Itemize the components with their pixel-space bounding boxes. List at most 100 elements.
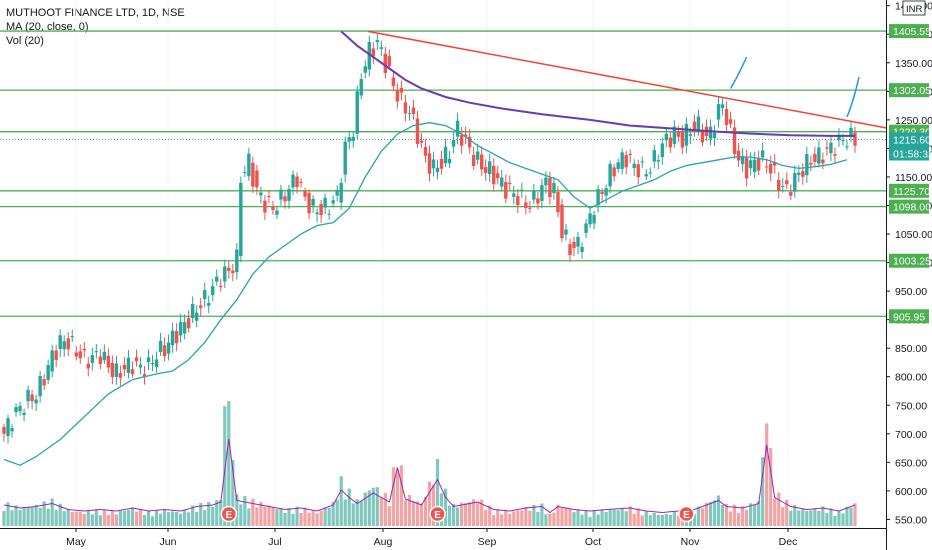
candle[interactable] [744,157,749,179]
candle[interactable] [102,351,107,361]
candle[interactable] [636,164,640,178]
candle[interactable] [319,203,323,216]
candle[interactable] [271,205,275,211]
candle[interactable] [367,41,371,70]
currency-badge[interactable] [902,0,926,16]
candle[interactable] [492,165,496,185]
candle[interactable] [395,90,400,102]
candle[interactable] [552,182,556,194]
candle[interactable] [58,335,62,349]
candle[interactable] [231,270,235,274]
candle[interactable] [251,162,255,187]
candle[interactable] [797,172,801,175]
candle[interactable] [186,318,191,329]
candle[interactable] [399,87,404,93]
candle[interactable] [488,161,492,175]
candle[interactable] [620,152,624,169]
candle[interactable] [70,336,74,338]
candle[interactable] [596,189,600,206]
candle[interactable] [327,213,331,215]
candle[interactable] [817,147,821,164]
candle[interactable] [299,181,303,183]
candle[interactable] [785,180,789,185]
candle[interactable] [516,195,520,206]
candle[interactable] [829,142,833,154]
candle[interactable] [660,143,665,157]
candle[interactable] [455,120,460,137]
candle[interactable] [793,173,797,192]
candle[interactable] [496,173,500,179]
candle[interactable] [809,162,813,165]
candle[interactable] [138,364,143,368]
candle[interactable] [524,202,528,208]
candle[interactable] [777,179,781,191]
candle[interactable] [439,158,444,169]
candle[interactable] [198,305,203,308]
candle[interactable] [114,363,119,377]
candle[interactable] [122,364,127,370]
candle[interactable] [592,215,596,224]
candle[interactable] [716,104,721,120]
candle[interactable] [62,341,66,350]
candle[interactable] [287,189,291,201]
candle[interactable] [443,146,448,164]
candle[interactable] [311,198,315,206]
candle[interactable] [612,167,616,177]
candle[interactable] [708,126,713,139]
candle[interactable] [628,153,632,155]
candle[interactable] [644,174,648,177]
candle[interactable] [740,155,745,165]
candle[interactable] [178,321,183,336]
time-axis[interactable] [0,528,886,550]
candle[interactable] [158,340,163,353]
candle[interactable] [126,357,131,373]
candle[interactable] [544,177,548,186]
candle[interactable] [82,348,86,351]
candle[interactable] [736,150,741,161]
candle[interactable] [479,154,484,170]
candle[interactable] [475,151,480,160]
candle[interactable] [833,154,837,156]
candle[interactable] [676,131,681,137]
candle[interactable] [94,351,99,353]
earnings-marker[interactable]: E [678,505,695,523]
candle[interactable] [845,146,849,148]
candle[interactable] [74,352,78,357]
candle[interactable] [532,190,536,200]
candle[interactable] [700,130,705,143]
candle[interactable] [207,302,211,306]
candle[interactable] [748,160,753,169]
candle[interactable] [38,375,42,397]
candle[interactable] [656,160,661,162]
candle[interactable] [34,399,38,404]
candle[interactable] [672,126,677,144]
earnings-marker[interactable]: E [220,505,238,523]
candle[interactable] [680,131,685,148]
candle[interactable] [379,47,384,49]
candle[interactable] [821,159,825,164]
candle[interactable] [447,158,452,164]
candle[interactable] [668,137,673,148]
candle[interactable] [756,158,761,171]
candle[interactable] [580,246,584,253]
candle[interactable] [219,285,223,288]
candle[interactable] [146,357,151,363]
candle[interactable] [528,207,532,209]
candle[interactable] [335,190,339,196]
earnings-marker[interactable]: E [429,505,446,523]
candle[interactable] [106,355,111,368]
candle[interactable] [720,104,725,109]
candle[interactable] [247,153,251,177]
candle[interactable] [564,229,568,235]
candle[interactable] [203,289,207,299]
candle[interactable] [279,189,283,200]
candle[interactable] [307,192,311,214]
candle[interactable] [267,196,271,198]
candle[interactable] [14,407,18,413]
candle[interactable] [728,119,733,124]
candle[interactable] [764,166,769,168]
candle[interactable] [536,198,540,204]
candle[interactable] [371,48,376,57]
candle[interactable] [684,123,689,146]
candle[interactable] [255,170,259,188]
